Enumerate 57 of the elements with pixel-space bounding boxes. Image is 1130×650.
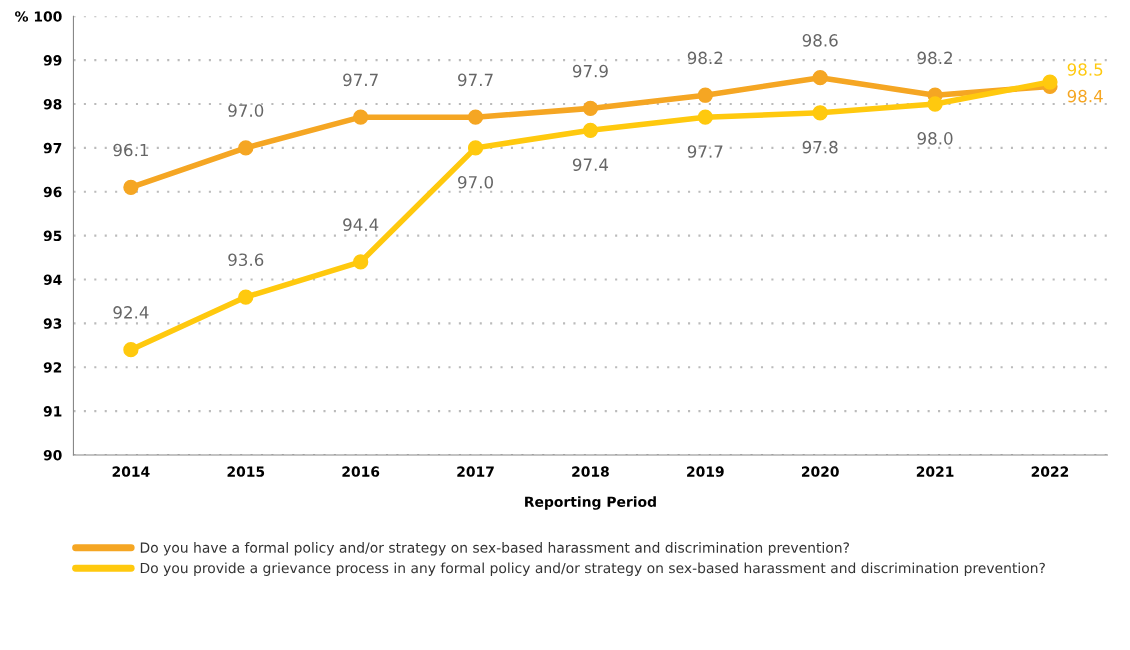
- data-label: 96.1: [113, 143, 148, 157]
- x-tick-label: 2014: [112, 466, 150, 477]
- x-tick-label: 2015: [227, 466, 265, 477]
- y-tick-label: 97: [43, 142, 62, 154]
- data-label: 97.9: [572, 64, 608, 78]
- data-label: 94.4: [343, 218, 379, 231]
- data-label: 97.7: [343, 73, 378, 87]
- point: [353, 254, 369, 270]
- data-label: 98.6: [802, 34, 838, 47]
- x-tick-label: 2022: [1031, 466, 1069, 477]
- y-tick-label: 95: [43, 230, 62, 242]
- data-label: 97.0: [228, 104, 264, 117]
- point: [238, 140, 254, 156]
- x-tick-label: 2016: [342, 466, 380, 477]
- point: [927, 96, 943, 112]
- data-label: 97.7: [458, 73, 493, 87]
- point: [238, 289, 254, 305]
- data-label: 98.0: [917, 132, 953, 145]
- point: [123, 179, 139, 196]
- data-label: 93.6: [228, 253, 264, 267]
- data-label: 98.2: [917, 51, 952, 65]
- x-tick-label: 2019: [687, 466, 724, 477]
- point: [353, 109, 369, 125]
- data-label: 98.4: [1067, 89, 1103, 103]
- data-label: 97.8: [802, 140, 838, 154]
- x-tick-label: 2021: [916, 466, 954, 477]
- point: [467, 109, 484, 125]
- point: [812, 105, 828, 121]
- data-label: 98.2: [687, 51, 723, 65]
- x-tick-label: 2017: [457, 466, 494, 477]
- point: [467, 140, 484, 156]
- x-axis-title: Reporting Period: [525, 496, 656, 510]
- y-tick-label: 93: [43, 318, 62, 329]
- legend-label: Do you have a formal policy and/or strategy on sex-based harassment and discrimination prevention?: [140, 542, 849, 556]
- y-tick-label: 99: [43, 55, 62, 66]
- data-label: 97.4: [572, 158, 609, 171]
- data-label: 97.0: [458, 175, 493, 189]
- point: [582, 122, 599, 138]
- y-tick-label: 91: [43, 406, 62, 417]
- x-tick-label: 2018: [572, 466, 609, 477]
- point: [812, 70, 828, 86]
- y-tick-label: 92: [43, 362, 62, 373]
- data-label: 97.7: [687, 145, 723, 158]
- y-tick-label: 90: [43, 449, 62, 461]
- point: [697, 109, 713, 125]
- point: [1042, 74, 1058, 90]
- y-tick-label: % 100: [15, 11, 62, 22]
- point: [582, 100, 599, 117]
- legend-label: Do you provide a grievance process in any formal policy and/or strategy on sex-based harassment and discrimination prevention?: [140, 562, 1045, 576]
- data-label: 98.5: [1067, 63, 1103, 76]
- x-tick-label: 2020: [801, 466, 839, 477]
- data-label: 92.4: [113, 306, 149, 319]
- y-tick-label: 98: [43, 98, 62, 110]
- y-tick-label: 94: [43, 274, 62, 285]
- y-tick-label: 96: [43, 186, 62, 198]
- point: [697, 87, 713, 103]
- point: [123, 342, 139, 358]
